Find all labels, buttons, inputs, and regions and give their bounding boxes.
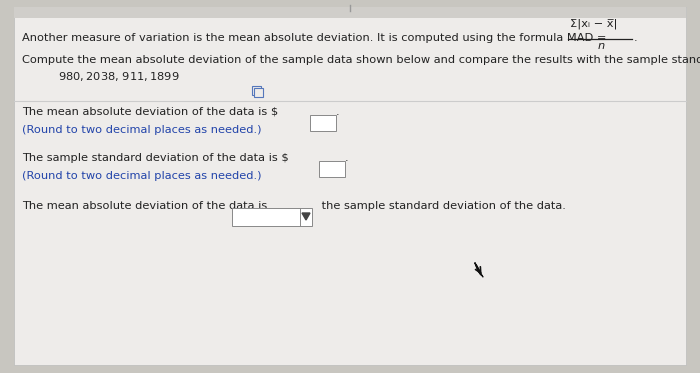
- Text: Another measure of variation is the mean absolute deviation. It is computed usin: Another measure of variation is the mean…: [22, 33, 610, 43]
- Text: $980, $2038, $911, $1899: $980, $2038, $911, $1899: [40, 70, 180, 83]
- Text: .: .: [634, 33, 638, 43]
- Text: The mean absolute deviation of the data is: The mean absolute deviation of the data …: [22, 201, 267, 211]
- Text: The sample standard deviation of the data is $: The sample standard deviation of the dat…: [22, 153, 288, 163]
- Text: Compute the mean absolute deviation of the sample data shown below and compare t: Compute the mean absolute deviation of t…: [22, 55, 700, 65]
- Text: .: .: [336, 107, 340, 117]
- Polygon shape: [302, 213, 310, 220]
- FancyBboxPatch shape: [14, 7, 686, 365]
- Text: the sample standard deviation of the data.: the sample standard deviation of the dat…: [318, 201, 566, 211]
- Text: n: n: [598, 41, 606, 51]
- FancyBboxPatch shape: [319, 161, 345, 177]
- Text: (Round to two decimal places as needed.): (Round to two decimal places as needed.): [22, 125, 262, 135]
- Polygon shape: [475, 263, 481, 275]
- FancyBboxPatch shape: [310, 115, 336, 131]
- Text: The mean absolute deviation of the data is $: The mean absolute deviation of the data …: [22, 107, 279, 117]
- FancyBboxPatch shape: [232, 208, 312, 226]
- Text: Σ|xᵢ − x̅|: Σ|xᵢ − x̅|: [570, 19, 617, 29]
- FancyBboxPatch shape: [14, 7, 686, 18]
- Text: (Round to two decimal places as needed.): (Round to two decimal places as needed.): [22, 171, 262, 181]
- FancyBboxPatch shape: [254, 88, 263, 97]
- Text: .: .: [345, 153, 349, 163]
